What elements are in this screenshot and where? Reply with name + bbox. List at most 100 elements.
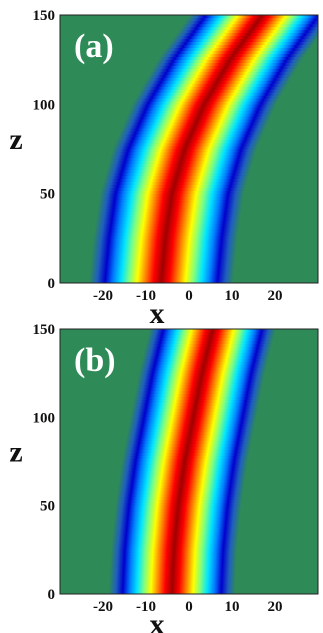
beam-slice: [93, 232, 239, 236]
beam-slice: [119, 472, 246, 477]
beam-slice: [148, 74, 293, 78]
beam-2: [108, 329, 276, 594]
beam-slice: [124, 443, 252, 448]
beam-slice: [113, 145, 258, 150]
beam-slice: [98, 202, 243, 206]
beam-slice: [151, 68, 297, 72]
beam-slice: [99, 190, 245, 194]
beam-slice: [103, 178, 248, 183]
beam-slice: [129, 417, 257, 421]
beam-slice: [98, 196, 244, 200]
beam-slice: [91, 249, 237, 254]
beam-slice: [125, 440, 252, 445]
beam-slice: [112, 525, 240, 530]
beam-slice: [110, 546, 238, 551]
beam-slice: [114, 142, 259, 147]
x-tick-label: 10: [225, 288, 240, 304]
beam-slice: [143, 352, 270, 356]
beam-slice: [140, 364, 267, 368]
beam-slice: [186, 17, 318, 22]
beam-slice: [144, 346, 272, 350]
beam-slice: [144, 80, 290, 84]
beam-slice: [92, 243, 237, 248]
x-tick-label: 20: [268, 288, 283, 304]
beam-slice: [146, 340, 273, 345]
beam-slice: [90, 264, 235, 269]
beam-slice: [155, 62, 300, 66]
y-tick-label: 0: [48, 276, 56, 292]
beam-slice: [117, 484, 245, 489]
beam-slice: [131, 104, 276, 108]
beam-slice: [165, 47, 310, 52]
beam-slice: [126, 431, 254, 436]
beam-slice: [141, 358, 269, 362]
beam-slice: [97, 205, 243, 209]
beam-slice: [113, 517, 241, 521]
beam-slice: [114, 505, 242, 509]
beam-slice: [90, 258, 236, 263]
beam-slice: [120, 464, 248, 468]
beam-slice: [124, 118, 270, 123]
beam-slice: [98, 199, 243, 203]
beam-slice: [116, 136, 262, 141]
beam-slice: [116, 496, 243, 501]
beam-slice: [105, 172, 250, 177]
beam-slice: [146, 77, 291, 81]
x-tick-label: -20: [93, 599, 113, 615]
beam-slice: [115, 502, 242, 506]
beam-slice: [95, 217, 241, 221]
beam-slice: [136, 95, 281, 99]
beam-slice: [123, 449, 250, 453]
beam-slice: [133, 399, 260, 403]
beam-slice: [135, 387, 262, 392]
beam-slice: [110, 552, 237, 557]
beam-slice: [129, 107, 275, 111]
beam-slice: [94, 229, 239, 233]
beam-slice: [116, 490, 244, 495]
beam-slice: [93, 235, 238, 239]
beam-slice: [121, 458, 249, 462]
beam-slice: [89, 273, 235, 278]
beam-slice: [162, 50, 308, 55]
beam-slice: [127, 112, 272, 117]
beam-slice: [175, 32, 318, 37]
beam-slice: [106, 169, 251, 174]
beam-slice: [119, 130, 265, 135]
beam-slice: [141, 361, 268, 365]
beam-slice: [118, 481, 245, 486]
beam-slice: [113, 523, 240, 527]
beam-slice: [126, 115, 271, 120]
beam-slice: [120, 467, 247, 471]
beam-slice: [101, 184, 247, 189]
beam-slice: [112, 148, 257, 153]
y-axis-label: z: [9, 123, 22, 156]
plot-frame-2: [59, 328, 319, 595]
beam-slice: [132, 101, 278, 105]
beam-slice: [122, 124, 267, 129]
beam-slice: [120, 127, 266, 132]
y-tick-label: 0: [48, 587, 56, 603]
beam-slice: [106, 166, 252, 171]
beam-slice: [171, 38, 317, 43]
beam-slice: [91, 255, 236, 260]
beam-slice: [108, 160, 254, 165]
beam-slice: [109, 573, 236, 577]
beam-slice: [108, 587, 236, 592]
beam-slice: [108, 584, 236, 589]
beam-slice: [188, 15, 318, 19]
beam-slice: [127, 428, 254, 433]
beam-slice: [89, 270, 235, 275]
beam-slice: [99, 193, 244, 197]
beam-slice: [100, 187, 246, 191]
beam-slice: [122, 455, 249, 459]
beam-slice: [112, 534, 239, 539]
x-axis-label: x: [150, 608, 165, 633]
beam-slice: [109, 581, 236, 586]
beam-slice: [121, 461, 248, 465]
beam-slice: [134, 98, 279, 102]
x-axis-label: x: [150, 297, 165, 330]
beam-slice: [116, 493, 243, 498]
y-tick-label: 150: [33, 8, 56, 24]
beam-slice: [111, 537, 239, 542]
